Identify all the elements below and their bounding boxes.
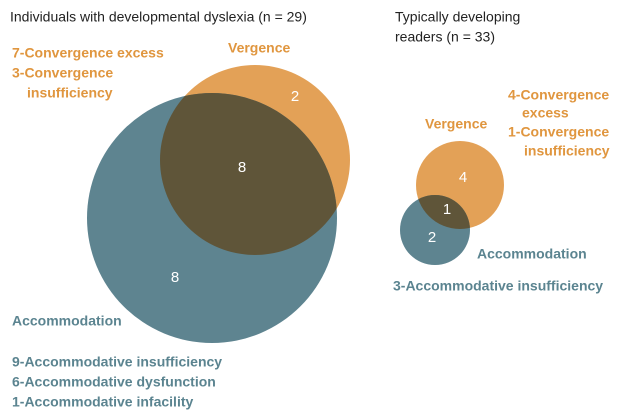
note: 6-Accommodative dysfunction (12, 374, 216, 390)
overlap (160, 93, 337, 255)
note: 9-Accommodative insufficiency (12, 354, 222, 370)
count: 4 (459, 169, 467, 186)
panel-title: readers (n = 33) (395, 29, 495, 45)
note: 3-Accommodative insufficiency (393, 278, 603, 294)
note: insufficiency (524, 143, 610, 159)
note: 1-Accommodative infacility (12, 394, 193, 410)
note: insufficiency (27, 85, 113, 101)
set-label: Accommodation (12, 313, 122, 329)
panel-title: Individuals with developmental dyslexia … (10, 9, 307, 25)
set-label: Accommodation (477, 246, 587, 262)
panel-title: Typically developing (395, 9, 520, 25)
note: 4-Convergence (508, 87, 609, 103)
note: 1-Convergence (508, 124, 609, 140)
count: 1 (443, 201, 451, 218)
note: excess (522, 105, 569, 121)
count: 2 (428, 229, 436, 246)
count: 2 (291, 88, 299, 105)
count: 8 (238, 159, 246, 176)
set-label: Vergence (425, 116, 487, 132)
note: 7-Convergence excess (12, 45, 164, 61)
set-label: Vergence (228, 40, 290, 56)
note: 3-Convergence (12, 65, 113, 81)
count: 8 (171, 269, 179, 286)
